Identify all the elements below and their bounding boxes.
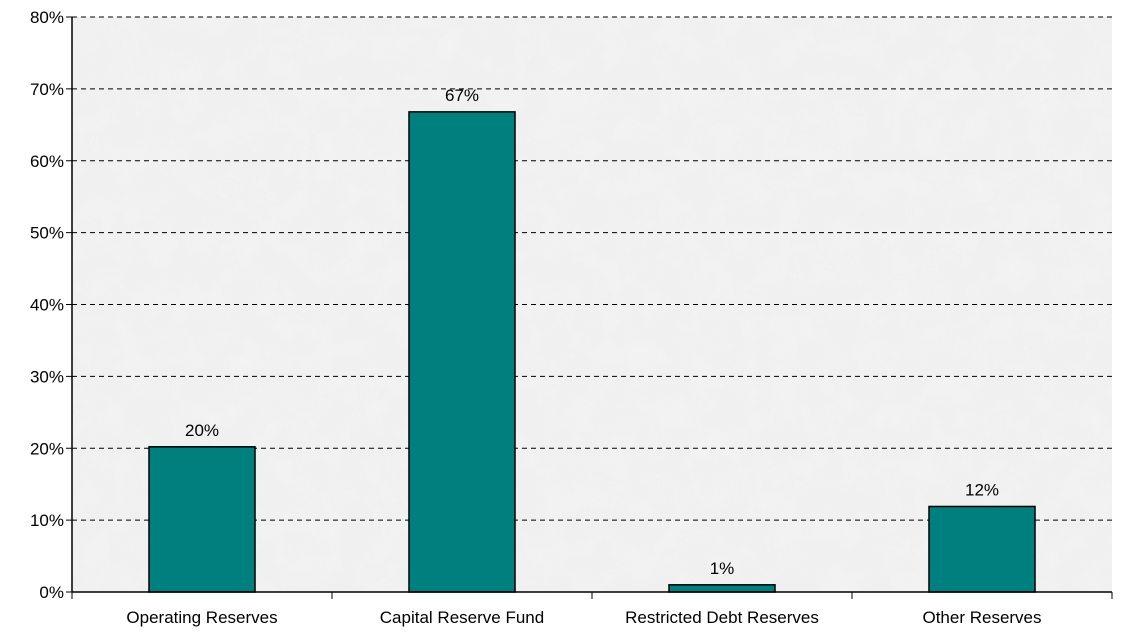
- data-label: 12%: [965, 480, 999, 499]
- x-category-label: Restricted Debt Reserves: [625, 608, 819, 627]
- bar: [148, 446, 256, 593]
- x-category-label: Operating Reserves: [126, 608, 277, 627]
- bar: [668, 584, 776, 593]
- data-label: 1%: [710, 559, 735, 578]
- y-tick-label: 30%: [30, 367, 64, 386]
- y-tick-label: 40%: [30, 296, 64, 315]
- x-category-label: Other Reserves: [922, 608, 1041, 627]
- data-label: 20%: [185, 421, 219, 440]
- data-label: 67%: [445, 86, 479, 105]
- x-category-label: Capital Reserve Fund: [380, 608, 544, 627]
- bar: [408, 111, 516, 593]
- y-tick-label: 10%: [30, 511, 64, 530]
- y-tick-label: 50%: [30, 224, 64, 243]
- y-tick-label: 0%: [39, 583, 64, 602]
- y-tick-label: 70%: [30, 80, 64, 99]
- y-tick-label: 80%: [30, 8, 64, 27]
- y-tick-label: 20%: [30, 439, 64, 458]
- y-tick-label: 60%: [30, 152, 64, 171]
- bar: [928, 505, 1036, 593]
